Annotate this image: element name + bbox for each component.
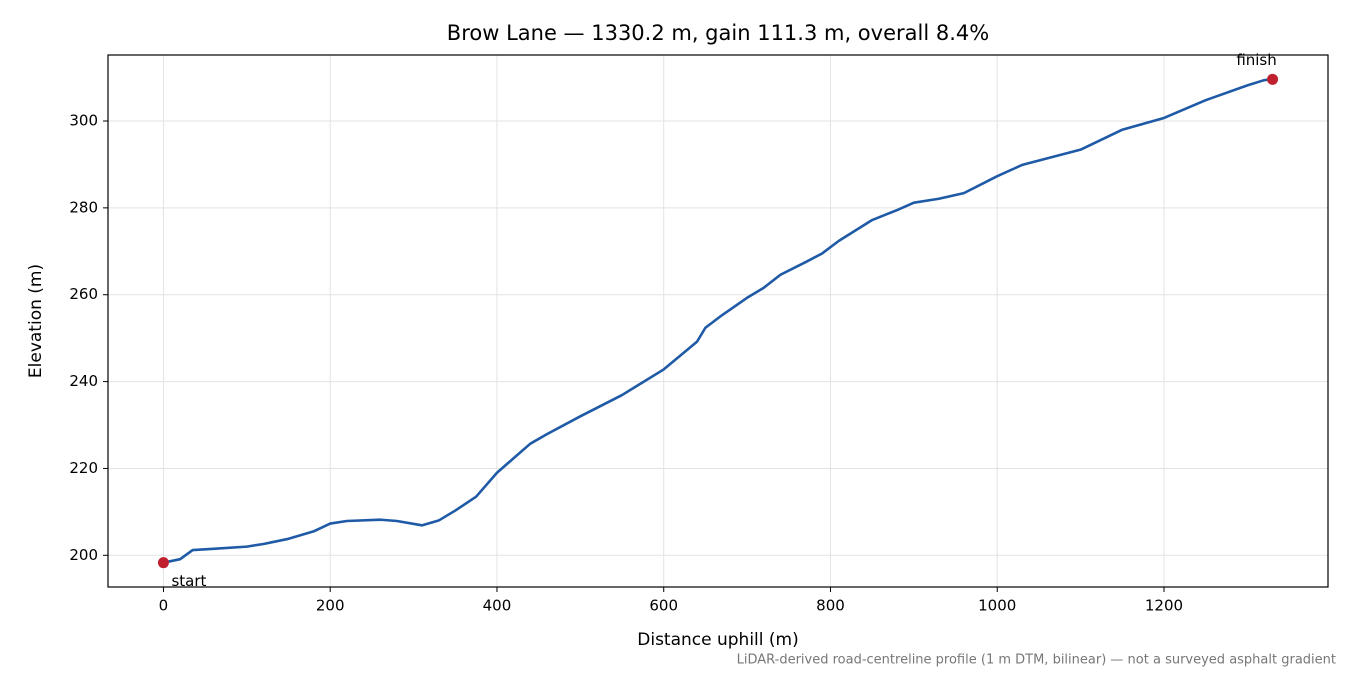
y-tick-label: 220 — [69, 459, 98, 477]
x-tick-label: 0 — [159, 597, 169, 615]
x-tick-label: 200 — [316, 597, 345, 615]
endpoint-label: start — [171, 572, 206, 590]
x-tick-label: 600 — [649, 597, 678, 615]
y-tick-label: 260 — [69, 285, 98, 303]
x-tick-label: 1200 — [1145, 597, 1183, 615]
elevation-line — [163, 78, 1273, 564]
endpoint-label: finish — [1236, 51, 1276, 69]
chart-title: Brow Lane — 1330.2 m, gain 111.3 m, over… — [447, 21, 989, 45]
footnote: LiDAR-derived road-centreline profile (1… — [737, 653, 1336, 668]
y-tick-label: 200 — [69, 546, 98, 564]
endpoint-marker — [157, 557, 169, 569]
y-axis-label: Elevation (m) — [26, 264, 46, 378]
y-tick-label: 280 — [69, 198, 98, 216]
x-tick-label: 1000 — [978, 597, 1016, 615]
x-axis-label: Distance uphill (m) — [637, 630, 798, 650]
y-tick-label: 300 — [69, 112, 98, 130]
y-tick-label: 240 — [69, 372, 98, 390]
endpoint-marker — [1267, 73, 1279, 85]
x-tick-label: 400 — [483, 597, 512, 615]
x-tick-label: 800 — [816, 597, 845, 615]
plot-frame — [107, 54, 1329, 588]
